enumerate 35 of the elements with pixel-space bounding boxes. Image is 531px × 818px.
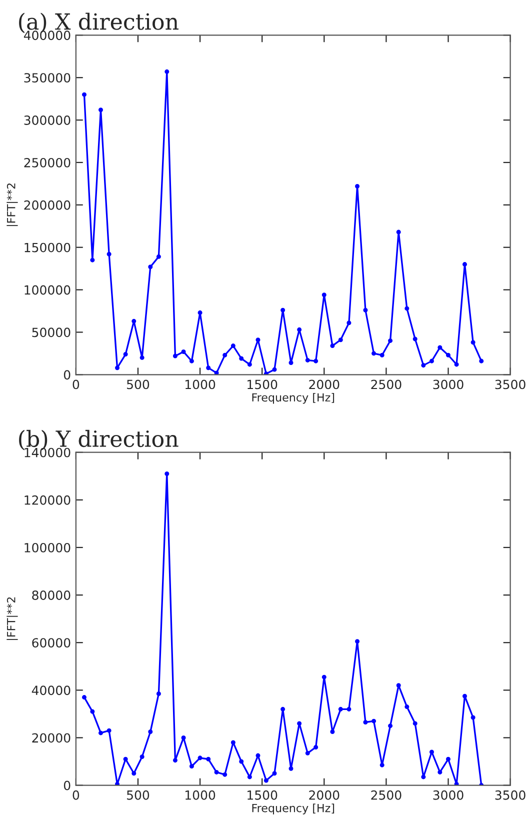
- y-tick-label: 100000: [24, 285, 70, 295]
- y-tick-label: 100000: [24, 542, 70, 552]
- y-tick-label: 150000: [24, 242, 70, 252]
- x-tick-label: 0: [72, 790, 80, 800]
- x-axis-title: Frequency [Hz]: [252, 392, 334, 404]
- x-tick-label: 1000: [186, 380, 216, 390]
- y-tick-label: 0: [64, 370, 70, 380]
- x-axis-title: Frequency [Hz]: [252, 804, 334, 814]
- x-tick-label: 2000: [309, 790, 340, 800]
- x-tick-label: 2000: [309, 380, 340, 390]
- y-tick-label: 20000: [32, 733, 70, 743]
- y-tick-label: 40000: [32, 686, 70, 696]
- x-tick-label: 0: [72, 380, 80, 390]
- x-tick-label: 1000: [186, 790, 216, 800]
- y-axis-title: |FFT|**2: [6, 184, 18, 226]
- x-tick-label: 3500: [495, 790, 526, 800]
- x-tick-label: 3000: [433, 790, 464, 800]
- x-tick-label: 500: [127, 380, 150, 390]
- x-tick-label: 3500: [495, 380, 526, 390]
- y-tick-label: 300000: [24, 116, 70, 125]
- x-tick-label: 3000: [433, 380, 464, 390]
- x-tick-label: 1500: [248, 790, 278, 800]
- y-tick-label: 0: [64, 780, 70, 790]
- x-tick-label: 1500: [248, 380, 278, 390]
- y-tick-label: 80000: [32, 590, 70, 600]
- y-tick-label: 350000: [24, 73, 70, 83]
- x-tick-label: 500: [127, 790, 150, 800]
- y-tick-label: 120000: [24, 495, 70, 505]
- x-tick-label: 2500: [371, 380, 402, 390]
- y-axis-title: |FFT|**2: [6, 597, 18, 640]
- y-tick-label: 50000: [32, 328, 70, 338]
- x-tick-label: 2500: [371, 790, 402, 800]
- y-tick-label: 60000: [32, 638, 70, 648]
- y-tick-label: 200000: [24, 200, 70, 210]
- y-tick-label: 250000: [24, 158, 70, 168]
